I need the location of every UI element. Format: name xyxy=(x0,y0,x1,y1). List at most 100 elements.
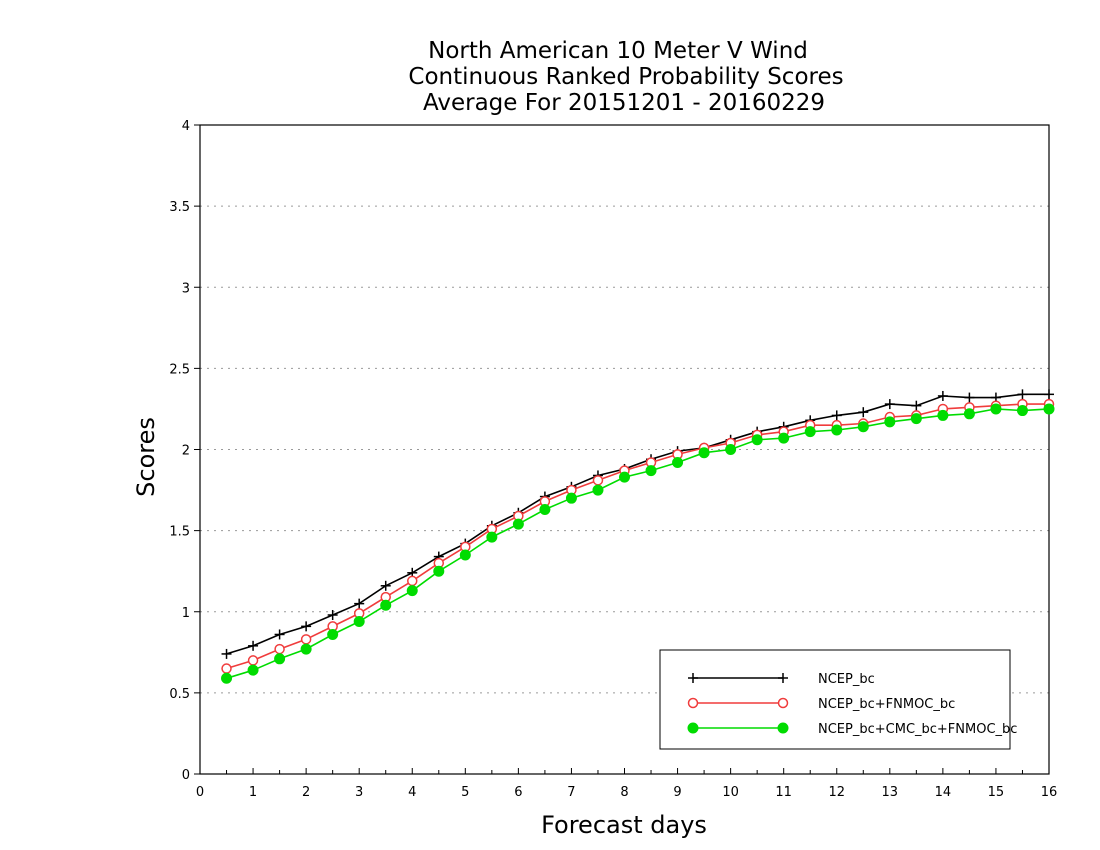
data-point xyxy=(884,416,896,428)
x-tick-label: 10 xyxy=(722,785,739,800)
data-point xyxy=(248,640,259,651)
x-tick-label: 0 xyxy=(196,785,204,800)
data-point xyxy=(592,475,604,486)
data-point xyxy=(884,399,895,410)
grid-lines xyxy=(200,124,1049,694)
y-tick-label: 2 xyxy=(182,444,190,459)
data-point xyxy=(672,456,684,468)
data-point xyxy=(777,697,789,709)
data-point xyxy=(327,609,338,620)
data-point xyxy=(910,413,922,425)
data-point xyxy=(247,655,259,666)
x-axis-label: Forecast days xyxy=(541,811,707,839)
data-point xyxy=(990,403,1002,415)
data-point xyxy=(831,410,842,421)
data-point xyxy=(274,643,285,655)
data-point xyxy=(327,628,339,640)
data-point xyxy=(778,432,790,444)
legend-label: NCEP_bc+FNMOC_bc xyxy=(818,697,955,712)
data-point xyxy=(300,634,312,645)
y-tick-label: 4 xyxy=(182,119,190,134)
data-point xyxy=(911,400,922,411)
x-tick-label: 8 xyxy=(620,785,628,800)
data-point xyxy=(857,421,869,433)
x-tick-label: 16 xyxy=(1041,785,1058,800)
data-point xyxy=(407,575,418,587)
y-tick-label: 1.5 xyxy=(169,525,190,540)
series-line xyxy=(226,393,1049,655)
data-point xyxy=(937,390,948,401)
data-point xyxy=(687,722,699,734)
y-tick-label: 0 xyxy=(182,768,190,783)
data-point xyxy=(221,648,232,659)
y-tick-label: 2.5 xyxy=(169,362,190,377)
data-point xyxy=(406,585,418,597)
y-tick-label: 3.5 xyxy=(169,200,190,215)
title-line-2: Continuous Ranked Probability Scores xyxy=(408,64,843,90)
x-tick-label: 13 xyxy=(882,785,899,800)
data-point xyxy=(619,471,630,483)
data-point xyxy=(300,643,312,655)
data-point xyxy=(433,565,445,577)
y-tick-label: 0.5 xyxy=(169,687,190,702)
legend-entry: NCEP_bc xyxy=(688,672,875,687)
data-point xyxy=(831,424,843,436)
data-point xyxy=(486,531,498,543)
data-point xyxy=(937,409,949,421)
data-point xyxy=(539,504,551,516)
data-point xyxy=(354,598,365,609)
legend: NCEP_bc NCEP_bc+FNMOC_bc NCEP_bc+CMC_bc+FN… xyxy=(659,649,1017,750)
data-point xyxy=(777,722,789,734)
y-axis-label: Scores xyxy=(132,417,160,497)
x-tick-label: 6 xyxy=(514,785,522,800)
series-3 xyxy=(221,403,1055,684)
x-tick-label: 7 xyxy=(567,785,575,800)
data-point xyxy=(645,465,657,477)
data-point xyxy=(778,673,788,683)
y-tick-label: 3 xyxy=(182,281,190,296)
series-2 xyxy=(221,398,1055,674)
data-point xyxy=(751,434,763,446)
data-point xyxy=(380,580,391,591)
legend-label: NCEP_bc+CMC_bc+FNMOC_bc xyxy=(818,722,1017,737)
x-tick-label: 11 xyxy=(775,785,792,800)
legend-entry: NCEP_bc+CMC_bc+FNMOC_bc xyxy=(687,722,1017,737)
title-line-3: Average For 20151201 - 20160229 xyxy=(423,90,825,116)
x-tick-label: 9 xyxy=(673,785,681,800)
legend-label: NCEP_bc xyxy=(818,672,875,687)
x-tick-label: 4 xyxy=(408,785,416,800)
title-line-1: North American 10 Meter V Wind xyxy=(428,38,808,64)
legend-entry: NCEP_bc+FNMOC_bc xyxy=(687,697,955,712)
legend-box xyxy=(659,649,1011,750)
data-point xyxy=(459,549,471,561)
data-point xyxy=(1016,405,1028,417)
data-point xyxy=(274,653,286,665)
data-point xyxy=(964,392,975,403)
data-point xyxy=(592,484,604,496)
x-tick-label: 15 xyxy=(988,785,1005,800)
data-point xyxy=(247,664,259,676)
data-point xyxy=(725,444,737,455)
series-line xyxy=(226,408,1050,680)
data-point xyxy=(565,492,577,504)
chart-title: North American 10 Meter V Wind Continuou… xyxy=(408,38,843,116)
series-line xyxy=(226,403,1049,670)
data-point xyxy=(804,426,816,438)
data-point xyxy=(221,672,233,684)
data-point xyxy=(353,615,365,627)
data-point xyxy=(698,447,710,459)
data-point xyxy=(1017,389,1028,400)
x-tick-label: 2 xyxy=(302,785,310,800)
x-tick-label: 14 xyxy=(935,785,952,800)
data-point xyxy=(512,518,524,530)
x-tick-label: 12 xyxy=(828,785,845,800)
y-tick-label: 1 xyxy=(182,606,190,621)
x-tick-label: 5 xyxy=(461,785,469,800)
data-point xyxy=(221,663,232,674)
series-layer xyxy=(221,389,1055,684)
axis-ticks: 00.511.522.533.540 1 2 3 4 5 6 7 8 9 10 11 12 13 14 15 1… xyxy=(169,119,1057,800)
series-1 xyxy=(221,389,1054,659)
data-point xyxy=(274,629,285,640)
data-point xyxy=(858,407,869,418)
